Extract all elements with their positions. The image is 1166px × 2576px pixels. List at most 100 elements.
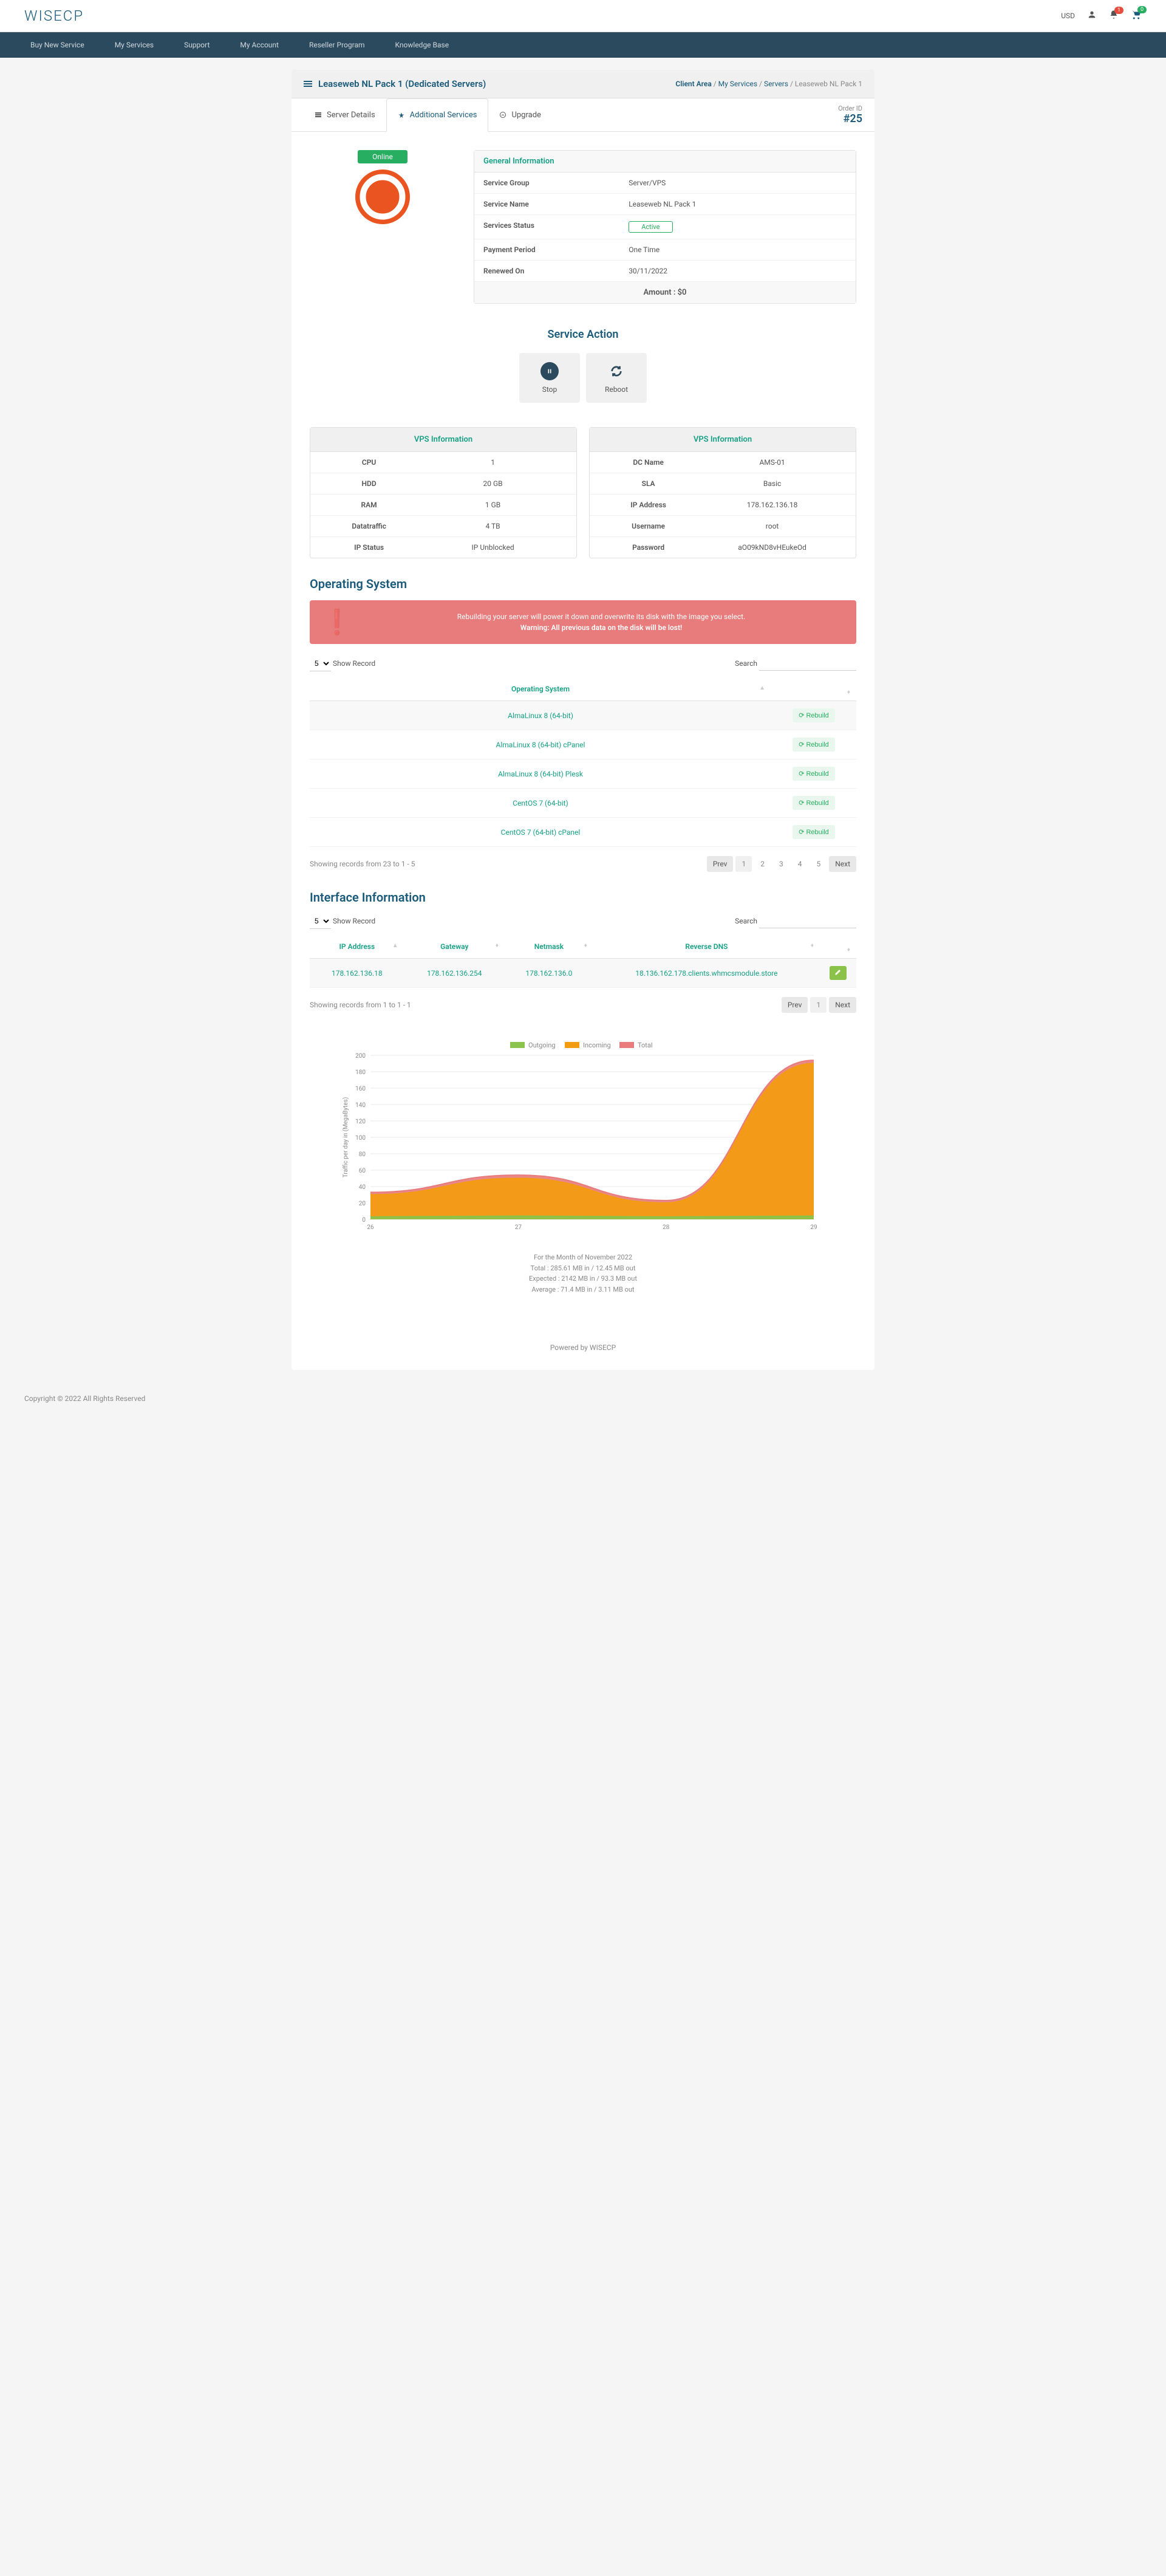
os-page-1[interactable]: 1 [735,856,752,872]
service-action-header: Service Action [310,328,856,341]
svg-text:100: 100 [355,1135,366,1142]
sort-icon: ♦ [811,942,814,949]
svg-text:26: 26 [367,1224,374,1231]
nav-knowledge-base[interactable]: Knowledge Base [389,32,455,58]
notification-icon[interactable]: 1 [1109,10,1119,22]
svg-text:60: 60 [359,1168,366,1174]
order-id: Order ID #25 [838,98,862,131]
os-header: Operating System [310,577,856,591]
os-page-3[interactable]: 3 [773,856,789,872]
interface-page-1[interactable]: 1 [810,997,827,1013]
svg-text:0: 0 [362,1217,366,1224]
svg-text:180: 180 [355,1069,366,1076]
interface-table-controls: 5 Show Record Search [310,914,856,929]
os-page-5[interactable]: 5 [810,856,827,872]
os-table-controls: 5 Show Record Search [310,656,856,671]
interface-next[interactable]: Next [829,997,856,1013]
sort-icon: ♦ [847,947,850,953]
svg-text:Traffic per day in (MegaBytes): Traffic per day in (MegaBytes) [342,1097,349,1178]
amount-row: Amount : $0 [474,282,856,303]
svg-text:27: 27 [515,1224,522,1231]
col-gateway[interactable]: Gateway♦ [404,935,505,959]
os-next[interactable]: Next [829,856,856,872]
rebuild-button[interactable]: ⟳ Rebuild [793,796,835,810]
vps-row: HDD20 GB [310,473,576,495]
cart-icon[interactable]: 0 [1131,9,1142,22]
os-col-action[interactable]: ♦ [771,677,856,701]
os-show-count-select[interactable]: 5 [310,656,331,671]
tab-server-details[interactable]: Server Details [304,98,386,131]
vps-row: IP StatusIP Unblocked [310,537,576,558]
svg-text:29: 29 [810,1224,817,1231]
nav-buy-new-service[interactable]: Buy New Service [24,32,90,58]
page-title: Leaseweb NL Pack 1 (Dedicated Servers) [304,78,486,89]
sort-asc-icon: ▲ [392,942,398,949]
nav-my-services[interactable]: My Services [109,32,160,58]
vps-row: IP Address178.162.136.18 [590,495,856,516]
rebuild-button[interactable]: ⟳ Rebuild [793,708,835,722]
svg-text:20: 20 [359,1201,366,1207]
info-row-payment-period: Payment Period One Time [474,239,856,261]
os-row: CentOS 7 (64-bit)⟳ Rebuild [310,789,856,818]
rebuild-button[interactable]: ⟳ Rebuild [793,738,835,752]
os-table: Operating System▲ ♦ AlmaLinux 8 (64-bit)… [310,677,856,847]
sort-icon: ♦ [584,942,587,949]
rebuild-button[interactable]: ⟳ Rebuild [793,825,835,839]
interface-pagination: Prev 1 Next [782,997,856,1013]
nav-reseller-program[interactable]: Reseller Program [303,32,371,58]
logo[interactable]: WISECP [24,7,84,24]
os-page-2[interactable]: 2 [754,856,771,872]
os-col-header[interactable]: Operating System▲ [310,677,771,701]
os-row: AlmaLinux 8 (64-bit) cPanel⟳ Rebuild [310,730,856,759]
os-page-4[interactable]: 4 [792,856,808,872]
main-container: Leaseweb NL Pack 1 (Dedicated Servers) C… [292,70,874,1370]
col-netmask[interactable]: Netmask♦ [505,935,593,959]
user-icon[interactable] [1087,10,1097,22]
interface-row: 178.162.136.18 178.162.136.254 178.162.1… [310,959,856,988]
stop-button[interactable]: Stop [519,353,580,403]
os-table-footer: Showing records from 23 to 1 - 5 Prev 1 … [310,856,856,872]
interface-table: IP Address▲ Gateway♦ Netmask♦ Reverse DN… [310,935,856,988]
warning-icon: ❗ [322,608,352,637]
menu-icon[interactable] [304,80,312,88]
currency-selector[interactable]: USD [1061,12,1075,20]
interface-show-count-select[interactable]: 5 [310,914,331,929]
breadcrumb-my-services[interactable]: My Services [718,80,757,88]
os-search-input[interactable] [759,657,856,671]
svg-text:28: 28 [663,1224,670,1231]
info-row-renewed-on: Renewed On 30/11/2022 [474,261,856,282]
svg-text:160: 160 [355,1086,366,1092]
vps-row: SLABasic [590,473,856,495]
col-reverse[interactable]: Reverse DNS♦ [593,935,820,959]
svg-text:200: 200 [355,1053,366,1060]
sort-icon: ♦ [847,689,850,696]
content: Online General Information Service Group… [292,132,874,1325]
reboot-button[interactable]: Reboot [586,353,647,403]
tab-additional-services[interactable]: Additional Services [386,98,489,132]
vps-row: CPU1 [310,452,576,473]
ubuntu-logo-icon [355,170,410,224]
header: WISECP USD 1 0 [0,0,1166,32]
status-badge: Online [358,150,407,163]
os-row: AlmaLinux 8 (64-bit)⟳ Rebuild [310,701,856,730]
interface-prev[interactable]: Prev [782,997,808,1013]
nav-support[interactable]: Support [178,32,216,58]
nav-my-account[interactable]: My Account [234,32,285,58]
notification-badge: 1 [1114,7,1123,14]
interface-search-input[interactable] [759,914,856,928]
edit-button[interactable] [830,966,847,980]
vps-col-right: VPS Information DC NameAMS-01SLABasicIP … [589,427,856,558]
col-action: ♦ [820,935,856,959]
tab-upgrade[interactable]: Upgrade [488,98,551,131]
general-info-header: General Information [474,151,856,173]
breadcrumb-servers[interactable]: Servers [764,80,788,88]
rebuild-button[interactable]: ⟳ Rebuild [793,767,835,781]
chart-svg: OutgoingIncomingTotal0204060801001201401… [316,1037,850,1244]
os-prev[interactable]: Prev [707,856,734,872]
svg-text:Total: Total [638,1041,653,1049]
svg-text:80: 80 [359,1151,366,1158]
col-ip[interactable]: IP Address▲ [310,935,404,959]
breadcrumbs: Client Area / My Services / Servers / Le… [675,80,862,88]
breadcrumb-client-area[interactable]: Client Area [675,80,711,88]
page-header: Leaseweb NL Pack 1 (Dedicated Servers) C… [292,70,874,98]
